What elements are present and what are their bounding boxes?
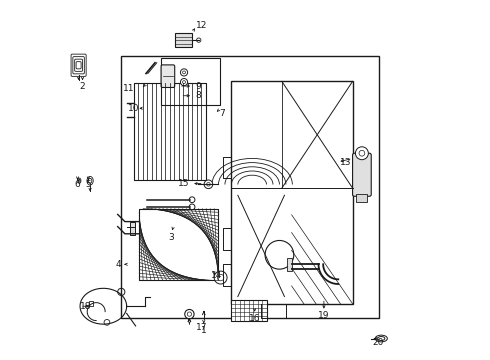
Bar	[356, 194, 367, 202]
Bar	[231, 300, 267, 320]
Circle shape	[196, 38, 201, 42]
Text: 18: 18	[80, 302, 91, 311]
Circle shape	[183, 81, 186, 84]
Circle shape	[183, 71, 186, 74]
Text: 7: 7	[219, 109, 224, 118]
Circle shape	[187, 312, 192, 316]
FancyBboxPatch shape	[353, 153, 371, 196]
Text: 1: 1	[201, 326, 207, 335]
Text: 5: 5	[85, 180, 91, 189]
Bar	[161, 58, 220, 105]
Circle shape	[204, 180, 213, 189]
Text: 13: 13	[340, 158, 351, 167]
Bar	[122, 56, 379, 318]
Bar	[134, 83, 205, 180]
Bar	[139, 209, 218, 280]
Circle shape	[359, 150, 365, 156]
Text: 6: 6	[74, 180, 80, 189]
Circle shape	[265, 240, 294, 269]
Bar	[89, 301, 93, 306]
Text: 14: 14	[211, 270, 222, 279]
Text: 17: 17	[196, 323, 208, 332]
Circle shape	[180, 78, 188, 86]
Text: 8: 8	[196, 91, 201, 100]
Circle shape	[207, 183, 210, 186]
Text: 10: 10	[128, 104, 140, 113]
Text: 12: 12	[196, 21, 208, 30]
Circle shape	[180, 69, 188, 76]
Circle shape	[355, 147, 368, 160]
Text: 20: 20	[373, 338, 384, 347]
Circle shape	[214, 271, 227, 284]
Text: 2: 2	[80, 82, 85, 91]
Bar	[130, 222, 135, 235]
Bar	[287, 258, 292, 271]
Text: 16: 16	[249, 314, 260, 323]
Text: 15: 15	[178, 179, 190, 188]
Bar	[231, 81, 353, 304]
Text: 9: 9	[196, 82, 201, 91]
Circle shape	[189, 204, 195, 210]
FancyBboxPatch shape	[161, 65, 175, 87]
Text: 4: 4	[116, 260, 122, 269]
Circle shape	[185, 310, 194, 319]
Text: 3: 3	[169, 233, 174, 242]
Circle shape	[218, 274, 224, 281]
Bar	[175, 33, 192, 47]
Text: 11: 11	[122, 84, 134, 93]
Circle shape	[189, 197, 195, 203]
Text: 19: 19	[318, 311, 330, 320]
